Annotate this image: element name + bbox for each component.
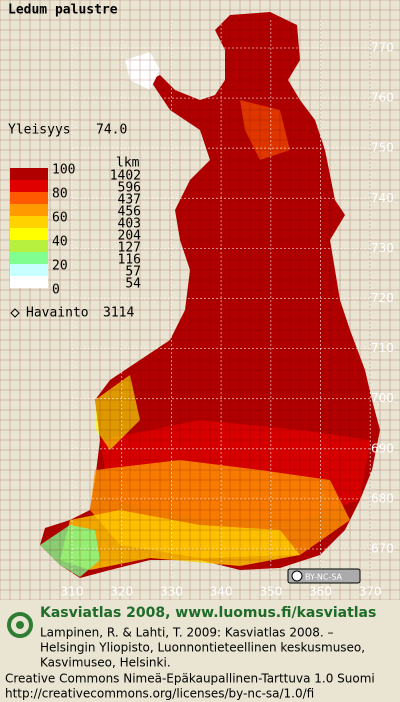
legend-band <box>10 228 48 240</box>
northing-label: 730 <box>371 241 394 255</box>
species-title: Ledum palustre <box>8 3 118 18</box>
legend-band <box>10 168 48 180</box>
legend-band <box>10 252 48 264</box>
cc-icon <box>291 570 303 582</box>
count-label: 437 <box>118 193 141 208</box>
frequency-value: 74.0 <box>96 123 127 138</box>
license-badge: BY-NC-SA <box>287 568 361 584</box>
count-label: 54 <box>125 277 141 292</box>
observation-symbol <box>10 308 20 318</box>
northing-label: 690 <box>371 441 394 455</box>
easting-label: 330 <box>160 585 183 599</box>
easting-label: 320 <box>110 585 133 599</box>
easting-label: 360 <box>309 585 332 599</box>
northing-label: 710 <box>371 341 394 355</box>
easting-label: 370 <box>359 585 382 599</box>
legend-band <box>10 216 48 228</box>
citation-line: Lampinen, R. & Lahti, T. 2009: Kasviatla… <box>40 626 334 640</box>
northing-label: 700 <box>371 391 394 405</box>
northing-label: 720 <box>371 291 394 305</box>
badge-box <box>287 568 361 584</box>
easting-label: 350 <box>259 585 282 599</box>
legend: 100 80 60 40 20 0 lkm1402596437456403204127116… <box>10 156 141 298</box>
legend-band <box>10 192 48 204</box>
scale-label: 40 <box>52 235 68 250</box>
count-label: 456 <box>118 205 141 220</box>
frequency-label: Yleisyys <box>8 123 71 138</box>
northing-label: 770 <box>371 41 394 55</box>
logo-core <box>16 621 24 629</box>
footer: Kasviatlas 2008, www.luomus.fi/kasviatla… <box>5 605 376 701</box>
license-line: http://creativecommons.org/licenses/by-n… <box>5 687 314 701</box>
citation-line: Kasvimuseo, Helsinki. <box>40 656 171 670</box>
legend-band <box>10 240 48 252</box>
count-label: 1402 <box>110 169 141 184</box>
count-label: 403 <box>118 217 141 232</box>
count-header: lkm <box>116 156 140 171</box>
count-label: 596 <box>118 181 141 196</box>
observation-label: Havainto <box>26 306 89 321</box>
license-line: Creative Commons Nimeä-Epäkaupallinen-Ta… <box>5 672 375 686</box>
legend-band <box>10 264 48 276</box>
northing-label: 750 <box>371 141 394 155</box>
count-label: 127 <box>118 241 141 256</box>
legend-band <box>10 276 48 288</box>
coordinate-grid: 770 760 750 740 730 720 710 700 690 680 670 310 320 3… <box>61 20 394 599</box>
finland-map <box>0 0 400 600</box>
scale-label: 100 <box>52 163 75 178</box>
scale-label: 60 <box>52 211 68 226</box>
legend-band <box>10 204 48 216</box>
easting-label: 310 <box>61 585 84 599</box>
scale-label: 20 <box>52 259 68 274</box>
scale-label: 0 <box>52 283 60 298</box>
count-label: 116 <box>118 253 141 268</box>
legend-band <box>10 180 48 192</box>
scale-label: 80 <box>52 187 68 202</box>
badge-text: BY-NC-SA <box>305 573 343 582</box>
easting-label: 340 <box>210 585 233 599</box>
cell-grid <box>0 0 400 600</box>
observation-count: 3114 <box>103 306 134 321</box>
northing-label: 760 <box>371 91 394 105</box>
northing-label: 740 <box>371 191 394 205</box>
northing-label: 670 <box>371 542 394 556</box>
citation-line: Helsingin Yliopisto, Luonnontieteellinen… <box>40 641 365 655</box>
footer-title: Kasviatlas 2008, www.luomus.fi/kasviatla… <box>40 605 376 621</box>
northing-label: 680 <box>371 491 394 505</box>
count-label: 204 <box>118 229 142 244</box>
logo <box>7 612 33 638</box>
count-label: 57 <box>125 265 141 280</box>
